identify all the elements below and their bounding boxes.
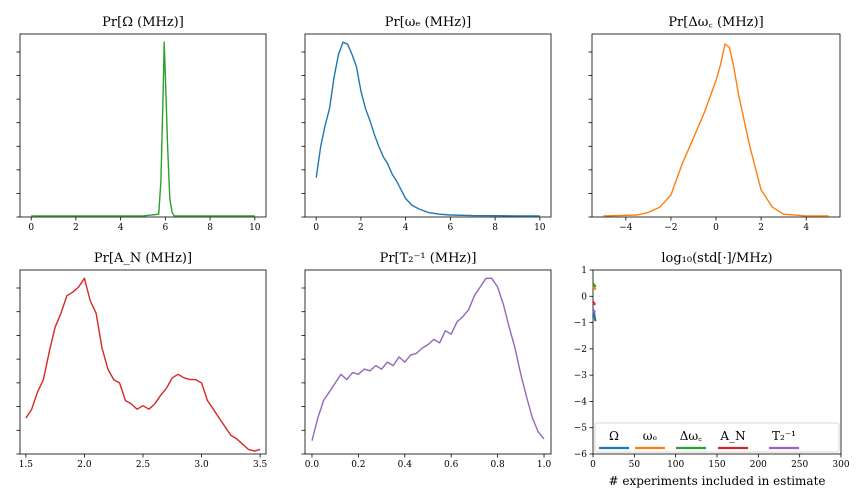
x-tick-label: 2.0 xyxy=(77,460,92,470)
x-tick-label: 3.5 xyxy=(253,460,268,470)
panel-title: log₁₀(std[·]/MHz) xyxy=(661,251,772,266)
x-axis-label: # experiments included in estimate xyxy=(609,474,826,488)
x-tick-label: 3.0 xyxy=(194,460,209,470)
x-tick-label: 0.6 xyxy=(444,460,459,470)
panel-title: Pr[A_N (MHz)] xyxy=(94,251,192,266)
panel-title: Pr[Δω꜀ (MHz)] xyxy=(668,15,763,30)
legend-label: ωₑ xyxy=(643,429,658,443)
x-tick-label: 8 xyxy=(492,223,498,233)
x-tick-label: 0.2 xyxy=(351,460,365,470)
x-tick-label: 4 xyxy=(118,223,124,233)
x-tick-label: 0.4 xyxy=(398,460,413,470)
x-tick-label: −2 xyxy=(664,223,677,233)
panel-title: Pr[Ω (MHz)] xyxy=(102,15,184,30)
x-tick-label: 0 xyxy=(590,460,596,470)
density-line xyxy=(603,43,829,217)
x-tick-label: −4 xyxy=(619,223,633,233)
x-tick-label: 0.0 xyxy=(305,460,320,470)
y-tick-label: −2 xyxy=(574,345,587,355)
y-tick-label: 1 xyxy=(581,266,587,276)
panel-3: Pr[Δω꜀ (MHz)] −4 −2 0 2 4 xyxy=(588,15,841,233)
density-line xyxy=(311,277,545,441)
legend-label: Δω꜀ xyxy=(680,429,703,443)
density-line xyxy=(315,41,540,217)
x-tick-label: 0 xyxy=(713,223,719,233)
y-tick-label: −6 xyxy=(574,450,588,460)
y-tick-label: −4 xyxy=(574,397,588,407)
series-line-3 xyxy=(592,300,596,306)
x-tick-label: 250 xyxy=(791,460,808,470)
x-tick-label: 0 xyxy=(28,223,34,233)
x-tick-label: 6 xyxy=(162,223,168,233)
series-line-1 xyxy=(592,286,597,291)
x-tick-label: 200 xyxy=(750,460,767,470)
series-line-2 xyxy=(592,282,597,288)
y-tick-label: −1 xyxy=(574,319,587,329)
axes-frame xyxy=(591,33,841,218)
axes-frame xyxy=(304,33,552,218)
x-tick-label: 2 xyxy=(358,223,364,233)
legend-label: A_N xyxy=(719,429,745,443)
density-line xyxy=(25,277,261,452)
legend-box xyxy=(594,422,840,453)
density-line xyxy=(31,41,255,217)
y-tick-label: −3 xyxy=(574,371,588,381)
panel-4: Pr[A_N (MHz)] 1.5 2.0 2.5 3.0 3.5 xyxy=(16,251,268,470)
x-tick-label: 4 xyxy=(803,223,809,233)
axes-frame xyxy=(19,33,267,218)
panel-6: log₁₀(std[·]/MHz) 0 50 100 150 200 250 300 −6 −5 −… xyxy=(574,251,850,488)
legend-label: Ω xyxy=(609,429,619,443)
x-tick-label: 100 xyxy=(667,460,684,470)
panel-5: Pr[T₂⁻¹ (MHz)] 0.0 0.2 0.4 0.6 0.8 1.0 xyxy=(301,251,552,470)
x-tick-label: 1.5 xyxy=(19,460,34,470)
x-tick-label: 6 xyxy=(447,223,453,233)
panel-title: Pr[ωₑ (MHz)] xyxy=(385,15,472,30)
axes-frame xyxy=(304,269,552,455)
panel-title: Pr[T₂⁻¹ (MHz)] xyxy=(380,251,477,266)
legend-label: T₂⁻¹ xyxy=(772,429,796,443)
x-tick-label: 10 xyxy=(534,223,546,233)
x-tick-label: 10 xyxy=(249,223,261,233)
x-tick-label: 0.8 xyxy=(490,460,505,470)
y-tick-label: 0 xyxy=(581,292,587,302)
x-tick-label: 8 xyxy=(207,223,213,233)
x-tick-label: 2 xyxy=(73,223,79,233)
panel-1: Pr[Ω (MHz)] 0 2 4 6 8 10 xyxy=(16,15,267,233)
panel-2: Pr[ωₑ (MHz)] 0 2 4 6 8 10 xyxy=(301,15,552,233)
x-tick-label: 150 xyxy=(708,460,725,470)
x-tick-label: 300 xyxy=(832,460,849,470)
x-tick-label: 50 xyxy=(629,460,641,470)
x-tick-label: 2.5 xyxy=(136,460,151,470)
series-line-4 xyxy=(592,308,597,314)
y-tick-label: −5 xyxy=(574,424,588,434)
x-tick-label: 2 xyxy=(758,223,764,233)
x-tick-label: 1.0 xyxy=(537,460,552,470)
x-tick-label: 4 xyxy=(403,223,409,233)
x-tick-label: 0 xyxy=(313,223,319,233)
axes-frame xyxy=(19,269,267,455)
